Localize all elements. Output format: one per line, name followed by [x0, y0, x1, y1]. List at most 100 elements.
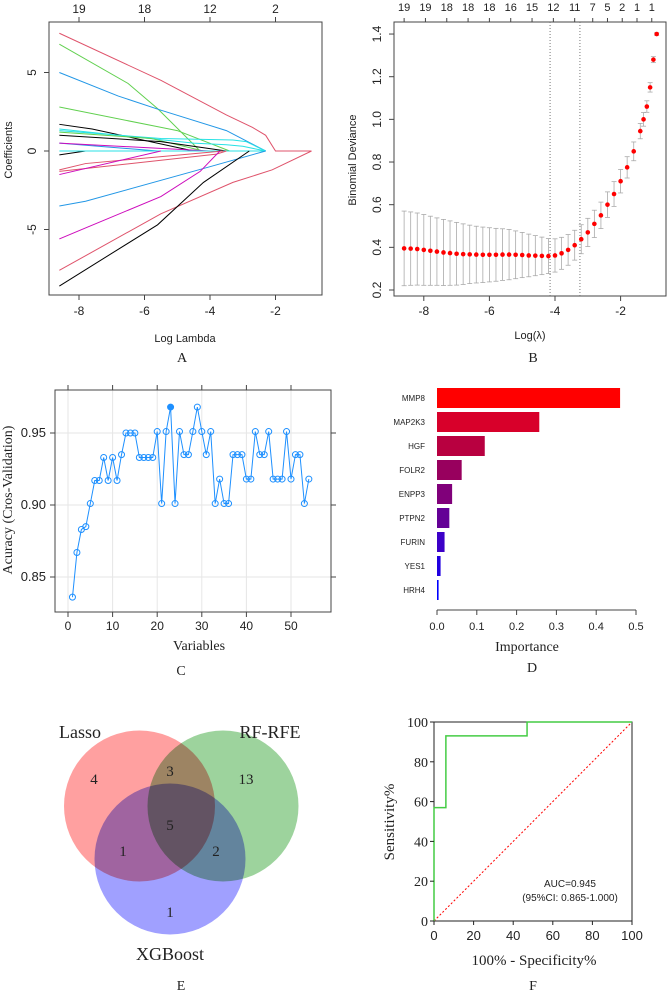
plot-frame [54, 389, 332, 613]
deviance-point [644, 104, 650, 109]
venn-count: 2 [212, 844, 220, 860]
accuracy-point [135, 453, 143, 461]
top-tick-label: 18 [462, 2, 474, 14]
coef-path-18 [59, 150, 312, 271]
y-tick-label: 60 [414, 796, 428, 811]
accuracy-line [71, 406, 310, 598]
deviance-point [565, 247, 571, 253]
category-label: HGF [408, 442, 425, 451]
deviance-point [434, 249, 440, 254]
accuracy-point [260, 451, 268, 459]
coef-path-4 [59, 123, 194, 152]
top-tick-label: 18 [441, 2, 453, 14]
coef-path-13 [59, 150, 224, 171]
deviance-point [572, 242, 577, 248]
coef-path-1 [59, 43, 201, 152]
x-tick-label: 0 [65, 619, 72, 633]
x-axis-label: Variables [173, 639, 225, 654]
deviance-point [493, 252, 499, 258]
plot-frame [48, 21, 323, 296]
importance-bar [437, 460, 462, 480]
deviance-point [585, 230, 591, 235]
panel-label-b: B [528, 351, 537, 366]
deviance-point [401, 246, 407, 251]
x-tick-label: 0.2 [509, 621, 524, 633]
accuracy-point [140, 453, 148, 461]
x-tick-label: -6 [484, 304, 495, 318]
importance-bar [437, 412, 540, 432]
coef-path-6 [59, 130, 266, 152]
category-label: MAP2K3 [393, 418, 425, 427]
top-tick-label: 2 [619, 2, 625, 14]
plot-background [55, 390, 331, 612]
accuracy-point [162, 428, 170, 436]
panel-label-d: D [527, 661, 537, 676]
x-tick-label: -8 [74, 304, 85, 318]
accuracy-point [247, 475, 255, 483]
accuracy-point [229, 451, 237, 459]
venn-count: 1 [119, 844, 127, 860]
accuracy-point [202, 451, 210, 459]
accuracy-point [86, 500, 94, 508]
coef-path-17 [59, 150, 221, 240]
x-tick-label: 0.3 [549, 621, 564, 633]
deviance-point [526, 253, 532, 258]
x-tick-label: 50 [284, 619, 298, 633]
accuracy-point [269, 475, 277, 483]
top-tick-label: 2 [272, 2, 279, 16]
top-tick-label: 19 [398, 2, 410, 14]
accuracy-point [95, 477, 103, 485]
x-tick-label: 40 [240, 619, 254, 633]
deviance-point [624, 165, 630, 170]
venn-set-label: Lasso [59, 722, 101, 742]
panel-d-importance-bars: MMP8 MAP2K3 HGF FOLR2 ENPP3 PTPN2 FURIN YES1 HRH… [393, 388, 644, 676]
coef-path-7 [59, 131, 204, 152]
y-tick-label: -5 [25, 224, 39, 235]
top-tick-label: 12 [547, 2, 559, 14]
coef-path-0 [59, 32, 312, 152]
accuracy-point [216, 475, 224, 483]
x-tick-label: 40 [506, 928, 520, 943]
deviance-point [592, 221, 597, 227]
category-label: MMP8 [402, 394, 426, 403]
accuracy-point [158, 500, 166, 508]
coef-path-10 [59, 142, 211, 152]
x-tick-label: 0.1 [469, 621, 484, 633]
accuracy-point [283, 428, 291, 436]
coef-path-15 [59, 150, 161, 176]
venn-circle-xgboost [94, 783, 246, 935]
importance-bar [437, 556, 441, 576]
accuracy-point [300, 500, 308, 508]
y-tick-label: 0.85 [21, 569, 46, 584]
deviance-point [513, 252, 518, 258]
deviance-point [651, 57, 656, 62]
category-label: ENPP3 [399, 490, 426, 499]
accuracy-point [211, 500, 219, 508]
top-tick-label: 15 [526, 2, 538, 14]
venn-count: 4 [90, 772, 98, 788]
deviance-point [654, 31, 659, 37]
x-tick-label: 80 [585, 928, 599, 943]
accuracy-point [167, 403, 175, 411]
accuracy-point [274, 475, 282, 483]
x-tick-label: -6 [139, 304, 150, 318]
reference-diagonal [433, 721, 633, 922]
coef-path-16 [59, 150, 266, 207]
accuracy-point [104, 477, 112, 485]
accuracy-point [91, 477, 99, 485]
accuracy-point [113, 477, 121, 485]
accuracy-point [238, 451, 246, 459]
deviance-point [598, 213, 604, 218]
accuracy-point [82, 523, 90, 531]
x-axis-label: Log(λ) [514, 330, 545, 342]
accuracy-point [278, 475, 286, 483]
panel-f-roc: 0 20 40 60 80 100 0 20 40 60 80 100 AUC=0.945 (95%CI:… [382, 716, 643, 992]
y-tick-label: 1.2 [370, 68, 384, 85]
top-tick-label: 5 [604, 2, 610, 14]
top-tick-label: 11 [569, 2, 580, 14]
deviance-point [605, 202, 610, 207]
accuracy-point [198, 428, 206, 436]
accuracy-point [296, 451, 304, 459]
deviance-point [447, 250, 453, 256]
